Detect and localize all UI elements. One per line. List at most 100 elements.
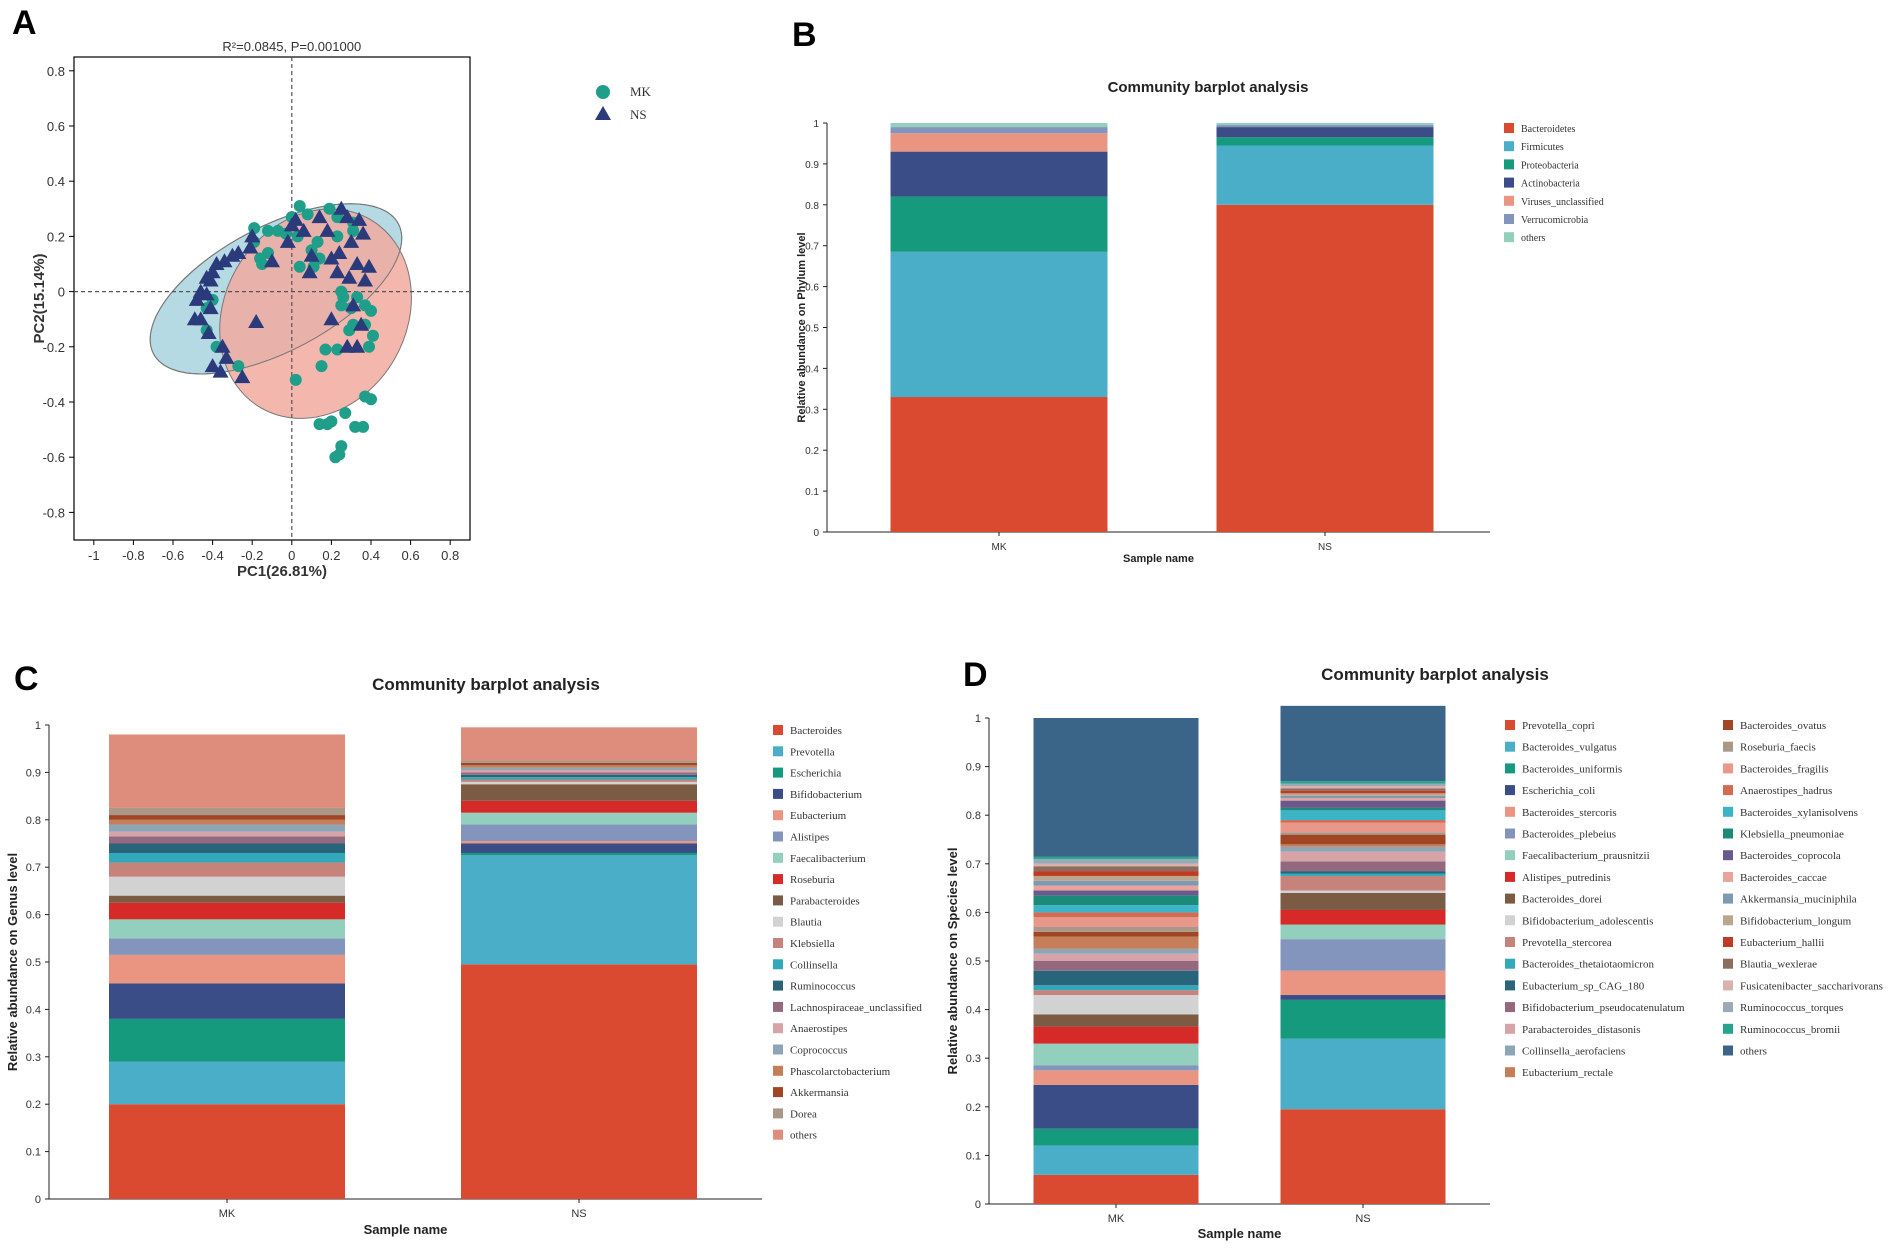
species-bar-segment-eubacterium-sp-cag-180 — [1033, 970, 1199, 986]
genus-bar-segment-ruminococcus — [461, 774, 697, 778]
species-bar-segment-akkermansia-muciniphila — [1033, 880, 1199, 886]
species-legend-swatch — [1723, 828, 1733, 839]
species-legend-swatch — [1505, 741, 1515, 752]
species-legend-label: Bifidobacterium_pseudocatenulatum — [1522, 1002, 1685, 1014]
species-bar-segment-prevotella-stercorea — [1033, 990, 1199, 996]
phylum-bar-segment-bacteroidetes — [890, 397, 1108, 532]
species-legend-swatch — [1723, 980, 1733, 991]
species-bar-segment-ruminococcus-torques — [1033, 858, 1199, 864]
mk-data-point — [323, 202, 336, 215]
species-legend-swatch — [1505, 850, 1515, 861]
phylum-legend-swatch — [1504, 195, 1514, 206]
species-bar-segment-roseburia-faecis — [1033, 926, 1199, 932]
species-bar-segment-ruminococcus-torques — [1280, 783, 1446, 787]
species-y-tick-label: 1 — [975, 713, 981, 725]
genus-bar-segment-faecalibacterium — [109, 919, 345, 939]
genus-legend-label: others — [790, 1130, 817, 1142]
genus-bar-segment-lachnospiraceae-unclassified — [461, 772, 697, 775]
species-legend-swatch — [1723, 1002, 1733, 1013]
species-legend-swatch — [1505, 915, 1515, 926]
species-legend-swatch — [1505, 937, 1515, 947]
genus-legend-swatch — [773, 1023, 783, 1034]
ns-data-point — [301, 264, 318, 279]
ns-data-point — [192, 311, 209, 326]
species-bar-segment-fusicatenibacter-saccharivorans — [1280, 786, 1446, 789]
genus-legend-label: Lachnospiraceae_unclassified — [790, 1002, 922, 1014]
legend-mk-label: MK — [630, 84, 652, 99]
species-bar-segment-bacteroides-uniformis — [1280, 999, 1446, 1039]
species-bar-segment-others — [1280, 705, 1446, 782]
species-legend-swatch — [1723, 871, 1733, 882]
genus-bar-segment-coprococcus — [461, 767, 697, 771]
genus-legend-swatch — [773, 1108, 783, 1119]
pca-x-tick-label: 0 — [288, 548, 295, 563]
genus-bar-segment-dorea — [109, 807, 345, 816]
species-legend-label: Bacteroides_dorei — [1522, 894, 1602, 906]
ns-data-point — [343, 233, 360, 248]
genus-legend-label: Ruminococcus — [790, 981, 855, 993]
species-bar-segment-roseburia-faecis — [1280, 832, 1446, 835]
mk-data-point — [366, 329, 379, 342]
mk-data-point — [365, 304, 377, 317]
genus-bar-segment-blautia — [109, 876, 345, 896]
genus-x-axis-label: Sample name — [364, 1222, 448, 1237]
phylum-y-tick-label: 0.8 — [805, 201, 819, 212]
species-x-tick-label: MK — [1108, 1213, 1125, 1225]
genus-legend-swatch — [773, 895, 783, 906]
species-bar-segment-anaerostipes-hadrus — [1033, 912, 1199, 918]
ns-data-point — [319, 222, 336, 237]
phylum-legend-swatch — [1504, 141, 1514, 152]
species-bar-segment-bacteroides-fragilis — [1033, 917, 1199, 927]
ns-data-point — [323, 311, 340, 326]
species-bar-segment-parabacteroides-distasonis — [1280, 851, 1446, 862]
pca-y-tick-label: -0.2 — [43, 340, 65, 355]
species-legend-label: Fusicatenibacter_saccharivorans — [1740, 980, 1883, 992]
species-bar-segment-bacteroides-uniformis — [1033, 1128, 1199, 1146]
phylum-barplot-panel: 0 0.1 0.2 0.3 0.4 0.5 0.6 0.7 0.8 0.9 1 MK NS Communi… — [796, 79, 1604, 565]
ns-data-point — [311, 209, 328, 224]
mk-data-point — [293, 260, 306, 273]
species-legend-swatch — [1723, 958, 1733, 969]
species-legend-swatch — [1723, 1023, 1733, 1034]
genus-y-tick-label: 0 — [35, 1194, 41, 1206]
species-legend-label: Prevotella_copri — [1522, 720, 1595, 732]
pca-plot-frame — [73, 56, 471, 541]
genus-bar-segment-eubacterium — [109, 954, 345, 984]
genus-legend-swatch — [773, 788, 783, 799]
ns-data-point — [287, 211, 304, 226]
genus-bar-segment-anaerostipes — [109, 831, 345, 837]
genus-legend-swatch — [773, 1065, 783, 1076]
genus-legend-label: Parabacteroides — [790, 895, 860, 907]
genus-legend-swatch — [773, 938, 783, 948]
species-legend-label: Bacteroides_vulgatus — [1522, 742, 1617, 754]
species-bar-segment-bacteroides-caccae — [1280, 798, 1446, 801]
species-legend-label: Bacteroides_fragilis — [1740, 763, 1829, 775]
species-legend-label: Escherichia_coli — [1522, 785, 1595, 797]
pca-x-tick-label: 0.2 — [322, 548, 340, 563]
phylum-legend-label: Viruses_unclassified — [1521, 197, 1604, 208]
pca-y-axis-label: PC2(15.14%) — [31, 253, 48, 343]
genus-title: Community barplot analysis — [372, 675, 600, 694]
species-bar-segment-collinsella-aerofaciens — [1280, 846, 1446, 852]
species-bar-segment-bifidobacterium-pseudocatenulatum — [1280, 861, 1446, 872]
phylum-y-tick-label: 0.3 — [805, 405, 819, 416]
species-bar-segment-alistipes-putredinis — [1033, 1026, 1199, 1044]
ns-data-point — [339, 209, 356, 224]
species-bar-segment-others — [1033, 718, 1199, 857]
pca-stats-title: R²=0.0845, P=0.001000 — [222, 39, 361, 54]
genus-bar-segment-roseburia — [109, 902, 345, 920]
species-bar-segment-eubacterium-hallii — [1280, 790, 1446, 794]
ns-data-point — [357, 272, 374, 287]
phylum-y-tick-label: 1 — [813, 119, 819, 130]
genus-bar-segment-escherichia — [461, 852, 697, 856]
phylum-legend-swatch — [1504, 123, 1514, 133]
phylum-legend-swatch — [1504, 232, 1514, 243]
phylum-bar-segment-viruses-unclassified — [890, 133, 1108, 152]
genus-bar-segment-phascolarctobacterium — [109, 819, 345, 825]
genus-y-tick-label: 0.2 — [26, 1099, 41, 1111]
phylum-legend-label: Proteobacteria — [1521, 160, 1579, 171]
ns-data-point — [242, 239, 259, 254]
genus-legend-swatch — [773, 810, 783, 821]
species-legend-swatch — [1505, 958, 1515, 969]
species-bar-segment-anaerostipes-hadrus — [1280, 820, 1446, 823]
